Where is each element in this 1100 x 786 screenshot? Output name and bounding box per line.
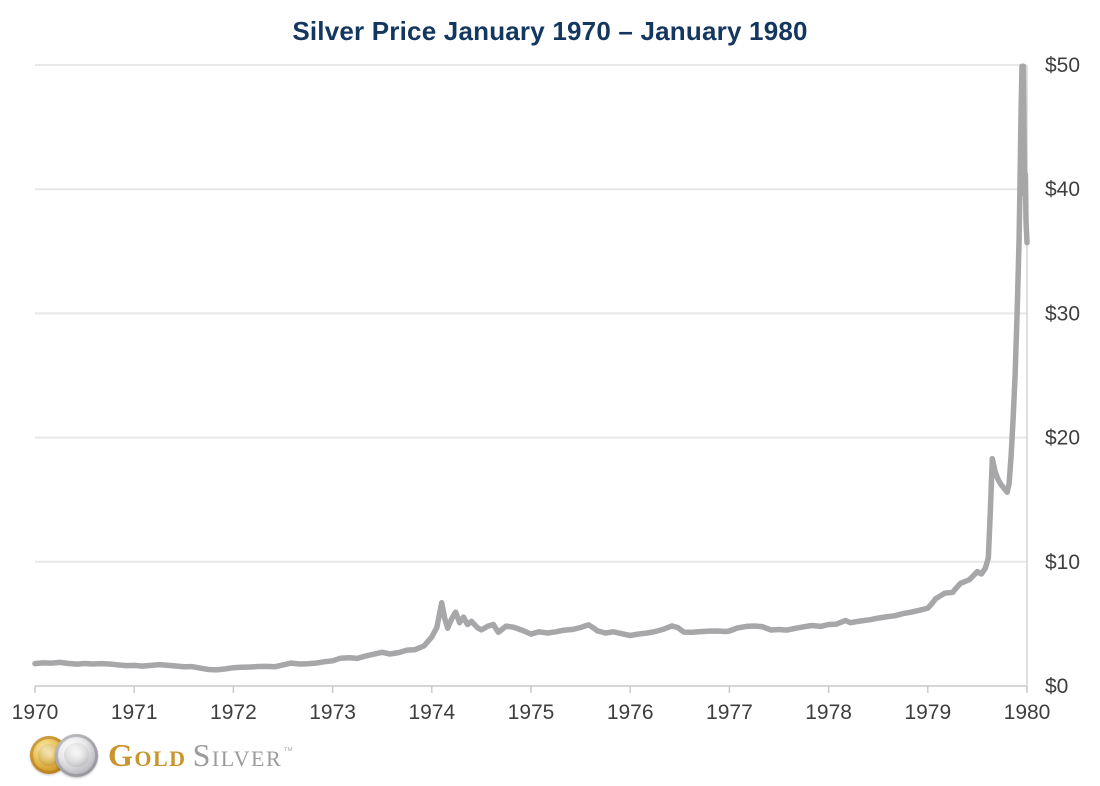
logo-word-silver: Silver <box>192 737 283 773</box>
silver-coin-icon <box>55 733 98 777</box>
x-tick-label-1972: 1972 <box>210 701 257 724</box>
y-tick-label-10: $10 <box>1045 551 1080 574</box>
goldsilver-logo: Gold Silver™ <box>30 731 295 779</box>
chart-title: Silver Price January 1970 – January 1980 <box>292 16 808 46</box>
x-tick-label-1979: 1979 <box>904 701 951 724</box>
x-tick-label-1973: 1973 <box>309 701 356 724</box>
price-line <box>32 63 1030 673</box>
x-tick-label-1974: 1974 <box>408 701 455 724</box>
y-tick-label-20: $20 <box>1045 427 1080 450</box>
y-tick-label-0: $0 <box>1045 675 1068 698</box>
goldsilver-wordmark: Gold Silver™ <box>108 739 295 771</box>
y-tick-label-40: $40 <box>1045 178 1080 201</box>
x-tick-label-1978: 1978 <box>805 701 852 724</box>
y-tick-label-50: $50 <box>1045 54 1080 77</box>
trademark-symbol: ™ <box>283 746 295 758</box>
y-tick-label-30: $30 <box>1045 302 1080 325</box>
x-tick-label-1980: 1980 <box>1004 701 1051 724</box>
x-tick-label-1970: 1970 <box>12 701 59 724</box>
x-tick-label-1976: 1976 <box>607 701 654 724</box>
x-tick-label-1971: 1971 <box>111 701 158 724</box>
x-tick-label-1977: 1977 <box>706 701 753 724</box>
x-tick-label-1975: 1975 <box>508 701 555 724</box>
logo-word-gold: Gold <box>108 737 187 773</box>
